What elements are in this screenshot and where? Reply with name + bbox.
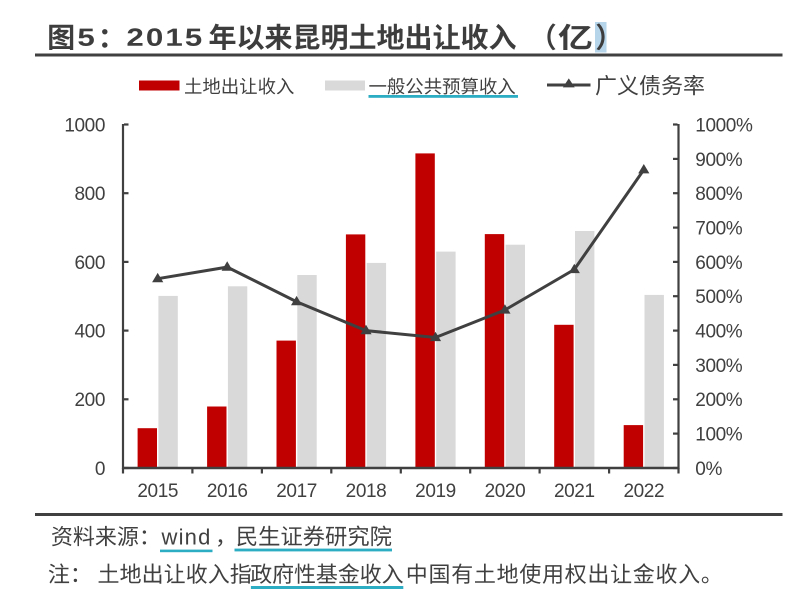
svg-text:400: 400 bbox=[74, 322, 105, 343]
svg-text:2019: 2019 bbox=[415, 481, 456, 502]
svg-text:500%: 500% bbox=[695, 287, 743, 308]
svg-text:800: 800 bbox=[74, 184, 105, 205]
svg-text:300%: 300% bbox=[695, 356, 743, 377]
svg-text:700%: 700% bbox=[695, 219, 743, 240]
svg-text:2020: 2020 bbox=[485, 481, 526, 502]
svg-text:0%: 0% bbox=[695, 459, 722, 480]
svg-text:2015: 2015 bbox=[137, 481, 178, 502]
svg-text:wind: wind bbox=[161, 524, 212, 549]
svg-text:200%: 200% bbox=[695, 390, 743, 411]
svg-text:800%: 800% bbox=[695, 184, 743, 205]
svg-text:400%: 400% bbox=[695, 322, 743, 343]
svg-text:100%: 100% bbox=[695, 425, 743, 446]
svg-text:0: 0 bbox=[95, 459, 105, 480]
svg-text:200: 200 bbox=[74, 390, 105, 411]
svg-text:600%: 600% bbox=[695, 253, 743, 274]
svg-text:1000%: 1000% bbox=[695, 115, 753, 136]
svg-text:2016: 2016 bbox=[207, 481, 248, 502]
svg-text:2022: 2022 bbox=[623, 481, 664, 502]
svg-text:2021: 2021 bbox=[554, 481, 595, 502]
svg-text:1000: 1000 bbox=[64, 115, 105, 136]
svg-text:900%: 900% bbox=[695, 150, 743, 171]
svg-text:2017: 2017 bbox=[276, 481, 317, 502]
svg-text:2018: 2018 bbox=[346, 481, 387, 502]
svg-text:600: 600 bbox=[74, 253, 105, 274]
